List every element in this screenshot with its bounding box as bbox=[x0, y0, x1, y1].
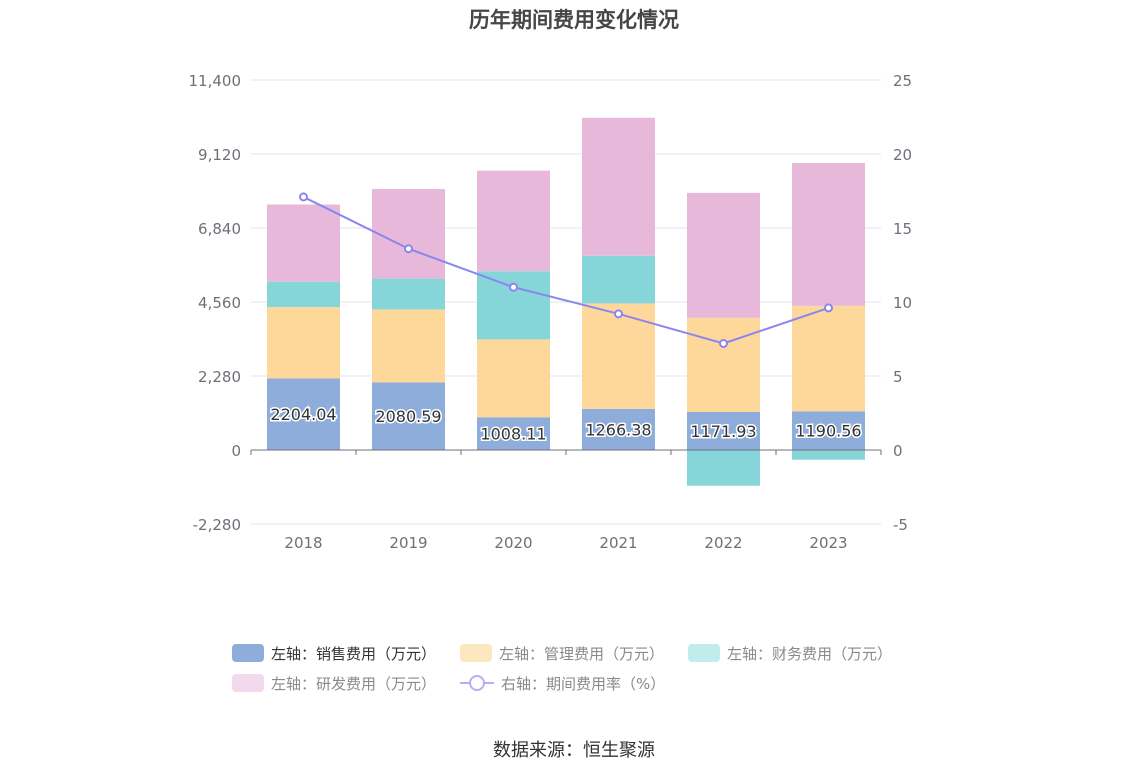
left-tick-label: 4,560 bbox=[198, 294, 241, 312]
rate-point bbox=[404, 244, 413, 254]
bar-value-label: 1266.38 bbox=[585, 420, 651, 439]
legend-item[interactable]: 左轴：财务费用（万元） bbox=[688, 643, 892, 664]
chart-title: 历年期间费用变化情况 bbox=[469, 8, 679, 32]
bar-segment bbox=[372, 382, 445, 450]
right-tick-label: 15 bbox=[893, 220, 912, 238]
x-tick-label: 2020 bbox=[494, 534, 532, 552]
rate-point bbox=[614, 309, 623, 319]
rate-point bbox=[299, 192, 308, 202]
left-tick-label: 11,400 bbox=[189, 72, 242, 90]
bar-segment bbox=[477, 170, 550, 272]
legend-line-icon bbox=[460, 675, 495, 691]
legend-swatch bbox=[232, 674, 264, 692]
rate-point bbox=[824, 303, 833, 313]
bar-value-label: 1190.56 bbox=[795, 422, 861, 441]
x-tick-label: 2023 bbox=[809, 534, 847, 552]
x-tick-label: 2022 bbox=[704, 534, 742, 552]
axes: 11,400 25 9,120 20 6,840 15 4,560 10 2,280 5 0 0 -2,… bbox=[189, 72, 913, 552]
rate-line bbox=[299, 192, 833, 348]
bar-value-label: 1171.93 bbox=[690, 422, 756, 441]
legend: 左轴：销售费用（万元） 左轴：管理费用（万元） 左轴：财务费用（万元） 左轴：研发费… bbox=[232, 638, 932, 698]
legend-swatch bbox=[232, 644, 264, 662]
right-tick-label: 0 bbox=[893, 442, 903, 460]
legend-label: 左轴：研发费用（万元） bbox=[271, 674, 437, 693]
data-labels: 2204.04 2080.59 1008.11 1266.38 1171.93 1190.… bbox=[269, 404, 863, 445]
bar-value-label: 2204.04 bbox=[270, 405, 336, 424]
left-tick-label: 2,280 bbox=[198, 368, 241, 386]
legend-swatch bbox=[460, 644, 493, 662]
rate-point bbox=[509, 282, 518, 292]
bar-segment bbox=[477, 417, 550, 450]
bar-segment bbox=[792, 305, 865, 412]
bar-segment bbox=[267, 204, 340, 282]
bar-segment bbox=[687, 450, 760, 486]
bar-segment bbox=[687, 317, 760, 412]
legend-label: 左轴：财务费用（万元） bbox=[727, 644, 893, 663]
x-tick-label: 2019 bbox=[389, 534, 427, 552]
bar-segment bbox=[582, 117, 655, 256]
legend-label: 左轴：销售费用（万元） bbox=[271, 644, 437, 663]
bar-segment bbox=[372, 278, 445, 310]
bar-segment bbox=[477, 339, 550, 418]
bar-segment bbox=[477, 271, 550, 340]
bar-segment bbox=[792, 163, 865, 306]
bar-segment bbox=[792, 411, 865, 450]
source-note: 数据来源：恒生聚源 bbox=[493, 740, 655, 761]
legend-swatch bbox=[688, 644, 721, 662]
left-tick-label: 0 bbox=[231, 442, 241, 460]
bar-segment bbox=[687, 411, 760, 450]
legend-label: 左轴：管理费用（万元） bbox=[499, 644, 665, 663]
legend-item[interactable]: 左轴：销售费用（万元） bbox=[232, 643, 436, 664]
rate-line-path bbox=[303, 196, 829, 345]
right-tick-label: 10 bbox=[893, 294, 912, 312]
right-tick-label: 20 bbox=[893, 146, 912, 164]
legend-item[interactable]: 右轴：期间费用率（%） bbox=[460, 673, 665, 694]
left-tick-label: -2,280 bbox=[193, 516, 241, 534]
right-tick-label: -5 bbox=[893, 516, 908, 534]
legend-label: 右轴：期间费用率（%） bbox=[501, 674, 666, 693]
bar-segment bbox=[687, 192, 760, 318]
bar-segment bbox=[582, 408, 655, 450]
bar-segment bbox=[267, 378, 340, 450]
x-tick-label: 2018 bbox=[284, 534, 322, 552]
bar-segment bbox=[582, 303, 655, 409]
bar-segment bbox=[372, 189, 445, 279]
gridlines bbox=[251, 79, 881, 525]
bar-segment bbox=[582, 255, 655, 304]
left-tick-label: 6,840 bbox=[198, 220, 241, 238]
bar-value-label: 2080.59 bbox=[375, 407, 441, 426]
legend-item[interactable]: 左轴：管理费用（万元） bbox=[460, 643, 664, 664]
left-tick-label: 9,120 bbox=[198, 146, 241, 164]
bar-segment bbox=[792, 450, 865, 460]
legend-item[interactable]: 左轴：研发费用（万元） bbox=[232, 673, 436, 694]
right-tick-label: 25 bbox=[893, 72, 912, 90]
rate-point bbox=[719, 338, 728, 348]
x-tick-label: 2021 bbox=[599, 534, 637, 552]
bar-segment bbox=[267, 307, 340, 379]
right-tick-label: 5 bbox=[893, 368, 903, 386]
bar-segment bbox=[372, 309, 445, 383]
bar-value-label: 1008.11 bbox=[480, 425, 546, 444]
bar-segment bbox=[267, 281, 340, 308]
bars bbox=[267, 117, 865, 486]
